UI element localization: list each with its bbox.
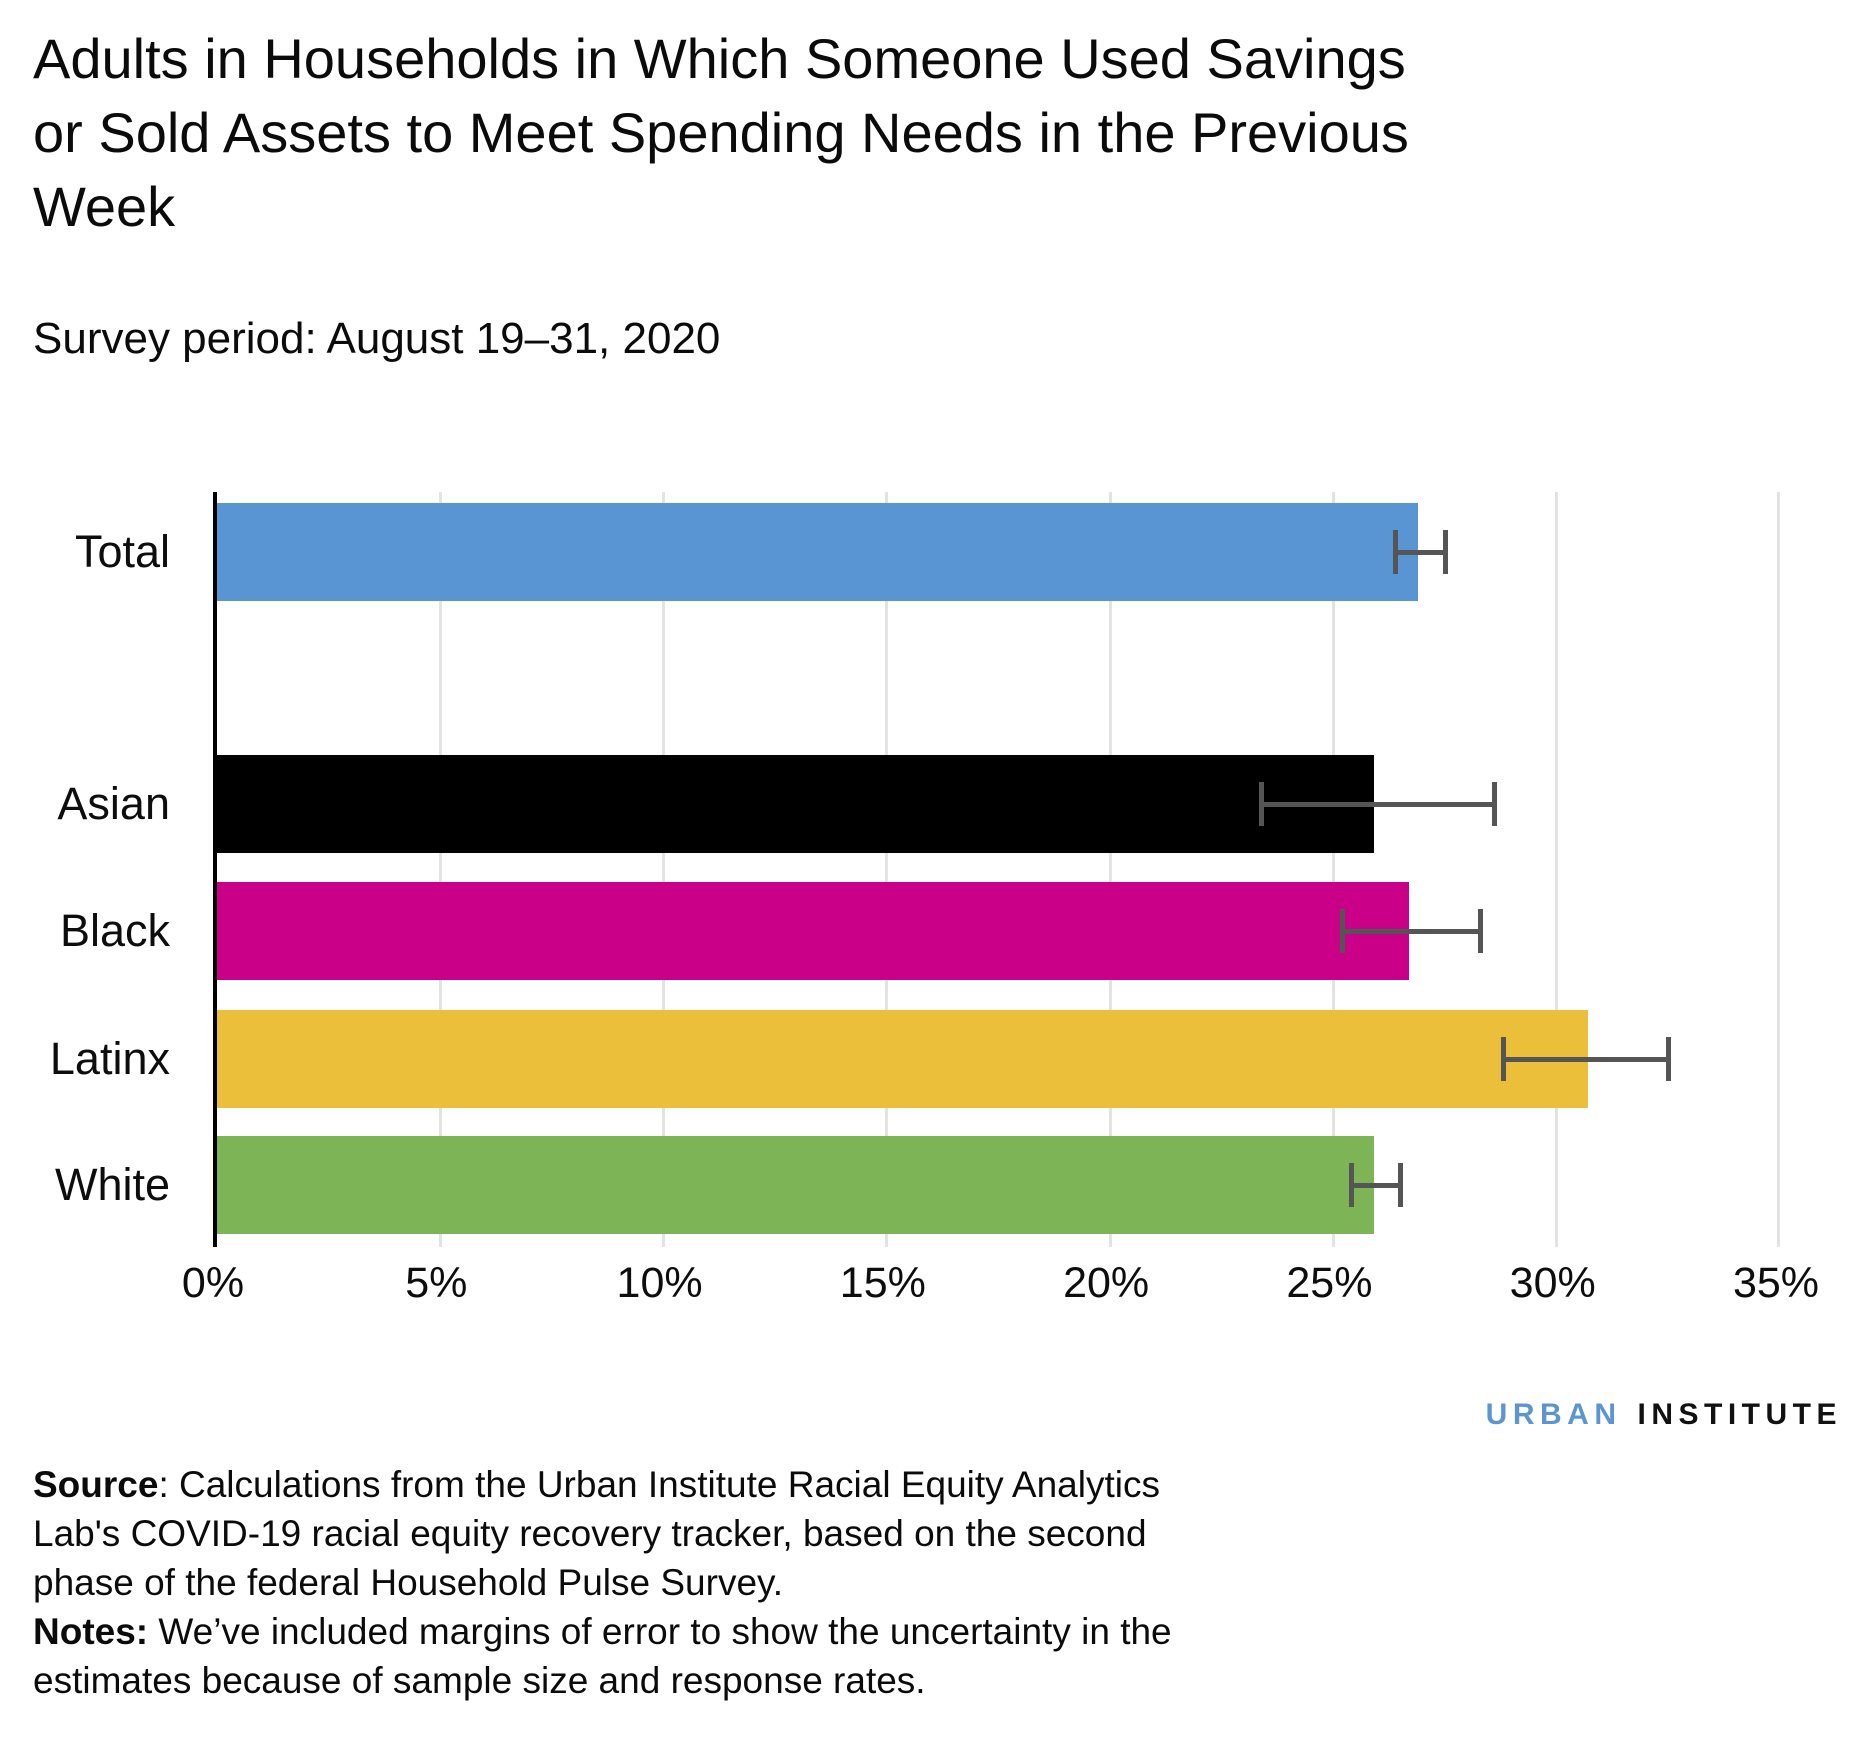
error-bar-cap-low-white xyxy=(1348,1163,1354,1207)
error-bar-cap-low-latinx xyxy=(1500,1037,1506,1081)
chart-subtitle: Survey period: August 19–31, 2020 xyxy=(33,314,721,363)
y-label-white: White xyxy=(54,1159,170,1210)
chart-title-line: or Sold Assets to Meet Spending Needs in… xyxy=(33,101,1409,164)
source-line: phase of the federal Household Pulse Sur… xyxy=(33,1562,784,1603)
plot-area xyxy=(213,492,1780,1247)
error-bar-total xyxy=(1395,549,1446,555)
notes-label: Notes: xyxy=(33,1611,149,1652)
x-tick-label-30pct: 30% xyxy=(1509,1259,1596,1307)
source-label: Source xyxy=(33,1464,159,1505)
gridline-10pct xyxy=(662,492,666,1247)
chart-title: Adults in Households in Which Someone Us… xyxy=(33,22,1633,244)
source-line: : Calculations from the Urban Institute … xyxy=(158,1464,1160,1505)
y-label-black: Black xyxy=(59,905,170,956)
error-bar-cap-low-asian xyxy=(1259,782,1265,826)
notes-line: We’ve included margins of error to show … xyxy=(148,1611,1172,1652)
error-bar-asian xyxy=(1261,801,1495,807)
gridline-15pct xyxy=(885,492,889,1247)
bar-asian xyxy=(217,755,1374,853)
y-label-total: Total xyxy=(74,526,170,577)
gridline-35pct xyxy=(1777,492,1780,1247)
gridline-5pct xyxy=(438,492,442,1247)
x-axis-tick-labels: 0% 5% 10% 15% 20% 25% 30% 35% xyxy=(182,1259,1819,1319)
source-line: Lab's COVID-19 racial equity recovery tr… xyxy=(33,1513,1147,1554)
x-tick-label-0pct: 0% xyxy=(181,1259,245,1307)
logo-urban-text: URBAN xyxy=(1485,1398,1622,1431)
error-bar-cap-low-black xyxy=(1339,909,1345,953)
error-bar-white xyxy=(1351,1182,1401,1188)
x-tick-label-20pct: 20% xyxy=(1063,1259,1150,1307)
x-tick-label-5pct: 5% xyxy=(405,1259,468,1307)
y-label-latinx: Latinx xyxy=(49,1033,170,1084)
notes-line: estimates because of sample size and res… xyxy=(33,1660,926,1701)
bar-latinx xyxy=(217,1010,1588,1108)
bar-black xyxy=(217,882,1410,980)
error-bar-cap-high-total xyxy=(1442,530,1448,574)
error-bar-cap-high-white xyxy=(1397,1163,1403,1207)
chart-title-line: Week xyxy=(33,175,176,238)
error-bar-cap-high-black xyxy=(1478,909,1484,953)
error-bar-cap-low-total xyxy=(1393,530,1399,574)
gridline-25pct xyxy=(1331,492,1335,1247)
x-tick-label-25pct: 25% xyxy=(1286,1259,1373,1307)
bar-white xyxy=(217,1136,1374,1234)
error-bar-cap-high-asian xyxy=(1491,782,1497,826)
x-tick-label-15pct: 15% xyxy=(839,1259,926,1307)
logo-institute-text: INSTITUTE xyxy=(1637,1398,1842,1431)
error-bar-black xyxy=(1342,928,1481,934)
gridline-20pct xyxy=(1108,492,1112,1247)
error-bar-latinx xyxy=(1503,1056,1669,1062)
gridline-30pct xyxy=(1555,492,1559,1247)
source-and-notes: Source: Calculations from the Urban Inst… xyxy=(33,1460,1433,1705)
y-label-asian: Asian xyxy=(57,778,170,829)
chart-title-line: Adults in Households in Which Someone Us… xyxy=(33,27,1406,90)
x-tick-label-35pct: 35% xyxy=(1732,1259,1820,1307)
x-tick-label-10pct: 10% xyxy=(616,1259,703,1307)
bar-total xyxy=(217,503,1419,601)
y-axis-category-labels: Total Asian Black Latinx White xyxy=(0,492,170,1247)
error-bar-cap-high-latinx xyxy=(1665,1037,1671,1081)
urban-institute-logo: URBAN INSTITUTE xyxy=(1486,1398,1842,1432)
